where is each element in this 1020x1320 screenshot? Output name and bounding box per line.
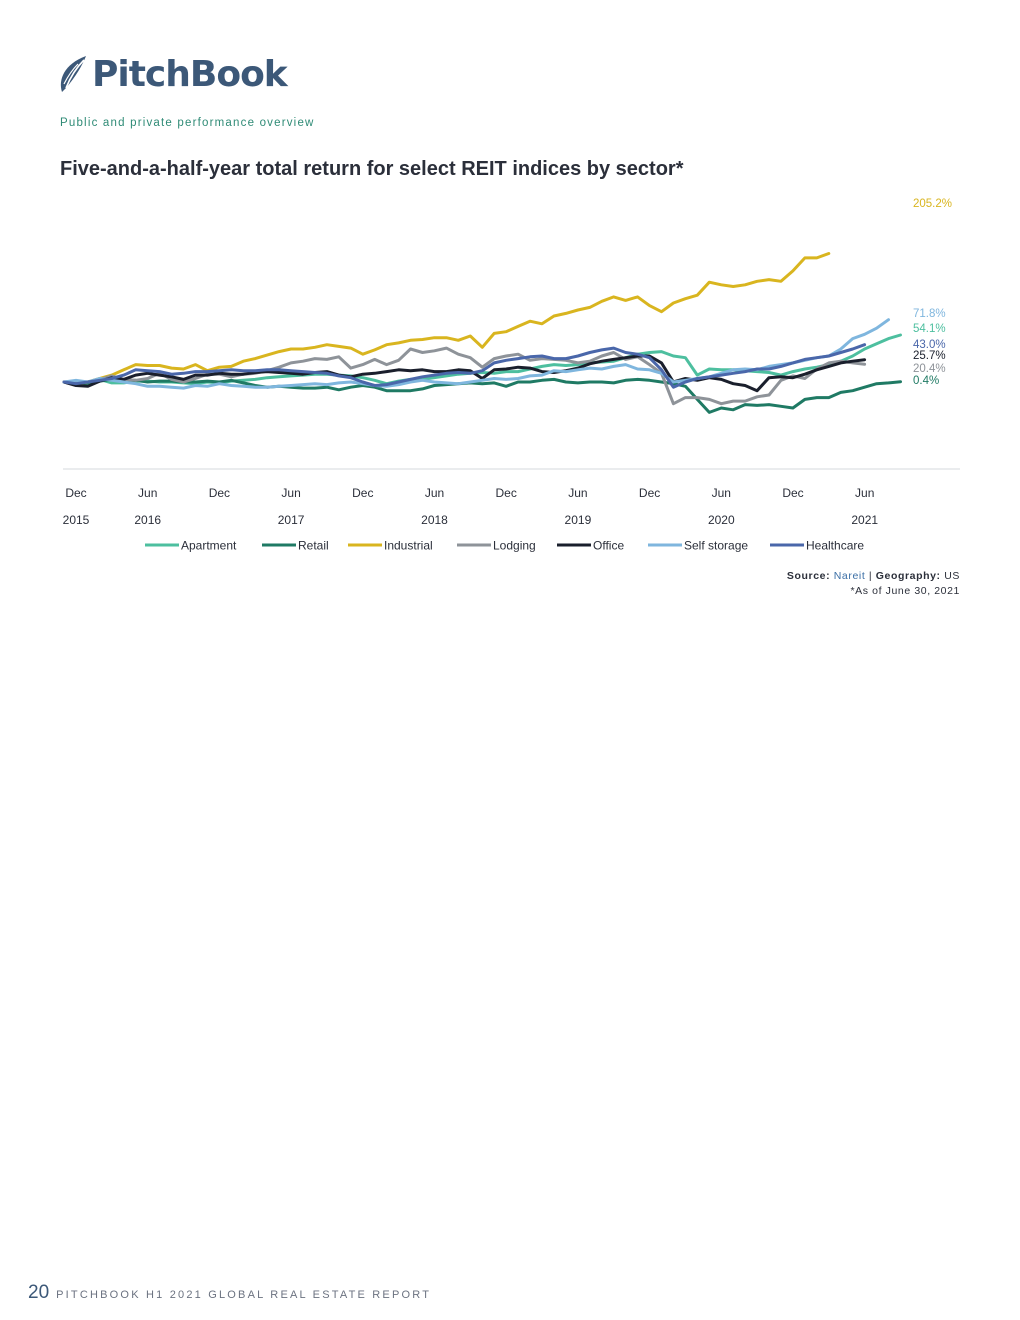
series-line-lodging (62, 346, 867, 406)
end-value-label-healthcare: 43.0% (913, 339, 946, 351)
legend-label-retail: Retail (298, 539, 329, 553)
source-separator: | (868, 570, 873, 582)
chart-title: Five-and-a-half-year total return for se… (60, 158, 684, 180)
x-tick-label-year: 2018 (421, 513, 448, 527)
end-value-label-lodging: 20.4% (913, 363, 946, 375)
end-value-label-office: 25.7% (913, 350, 946, 362)
pitchbook-leaf-icon (60, 56, 86, 92)
x-tick-label-year: 2016 (134, 513, 161, 527)
x-tick-label-month: Dec (639, 486, 660, 500)
report-title: PITCHBOOK H1 2021 GLOBAL REAL ESTATE REP… (56, 1289, 432, 1301)
x-tick-label-month: Jun (855, 486, 874, 500)
source-label: Source: (786, 570, 831, 582)
end-value-label-self-storage: 71.8% (913, 308, 946, 320)
legend-label-healthcare: Healthcare (806, 539, 864, 553)
x-tick-label-year: 2020 (708, 513, 735, 527)
series-line-healthcare (62, 343, 867, 389)
end-value-label-retail: 0.4% (913, 375, 939, 387)
x-tick-label-month: Dec (352, 486, 373, 500)
end-value-label-industrial: 205.2% (913, 198, 952, 210)
page-footer: 20 PITCHBOOK H1 2021 GLOBAL REAL ESTATE … (28, 1282, 431, 1304)
x-tick-label-month: Jun (281, 486, 300, 500)
source-link[interactable]: Nareit (833, 570, 866, 582)
line-chart: Dec 2015 Jun 2016 Dec Jun 2017 Dec Jun 2018 Dec Jun… (62, 198, 960, 553)
x-tick-label-month: Dec (209, 486, 230, 500)
x-tick-label-month: Dec (782, 486, 803, 500)
x-tick-label-year: 2019 (565, 513, 592, 527)
end-value-label-apartment: 54.1% (913, 323, 946, 335)
legend-label-self-storage: Self storage (684, 539, 748, 553)
x-tick-label-year: 2015 (63, 513, 90, 527)
x-tick-label-month: Dec (496, 486, 517, 500)
pitchbook-logo: PitchBook (56, 50, 288, 98)
legend-label-industrial: Industrial (384, 539, 433, 553)
legend-label-apartment: Apartment (181, 539, 237, 553)
legend-label-office: Office (593, 539, 624, 553)
as-of-note: *As of June 30, 2021 (850, 585, 960, 597)
x-tick-label-month: Jun (425, 486, 444, 500)
x-tick-label-year: 2021 (851, 513, 878, 527)
source-note: Source: Nareit | Geography: US *As of Ju… (787, 569, 960, 599)
x-tick-label-year: 2017 (278, 513, 305, 527)
series-line-industrial (62, 252, 831, 386)
series-line-retail (62, 377, 902, 414)
x-tick-label-month: Dec (65, 486, 86, 500)
series-line-office (62, 354, 867, 393)
legend-label-lodging: Lodging (493, 539, 536, 553)
geography-label: Geography: (875, 570, 941, 582)
x-tick-label-month: Jun (568, 486, 587, 500)
logo-text: PitchBook (92, 53, 288, 95)
geography-value: US (944, 570, 960, 582)
x-tick-label-month: Jun (712, 486, 731, 500)
section-label: Public and private performance overview (60, 117, 315, 129)
x-tick-label-month: Jun (138, 486, 157, 500)
page-number: 20 (28, 1282, 50, 1303)
